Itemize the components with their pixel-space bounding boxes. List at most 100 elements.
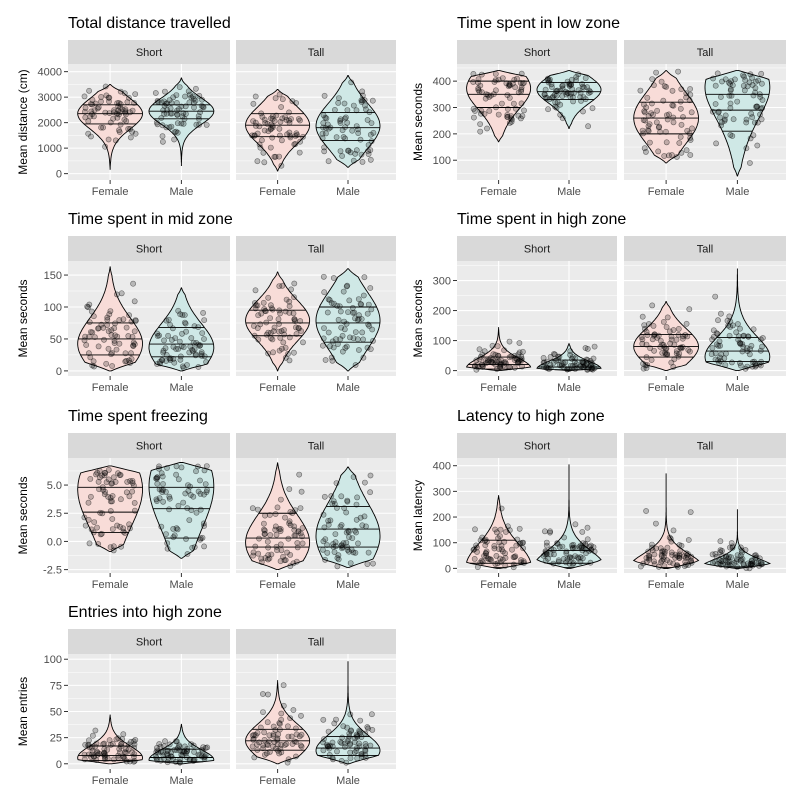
data-point [349,535,356,541]
data-point [514,75,520,82]
data-point [552,99,559,106]
data-point [169,325,176,332]
data-point [108,327,115,334]
data-point [97,509,104,516]
data-point [663,84,669,90]
data-point [345,527,352,534]
data-point [190,758,197,764]
data-point [514,536,521,543]
data-point [335,95,342,101]
data-point [82,108,88,115]
data-point [687,152,694,158]
data-point [332,336,339,343]
data-point [743,145,750,152]
data-point [498,542,505,549]
data-point [132,91,139,97]
data-point [653,119,660,126]
data-point [276,720,283,726]
data-point [249,132,255,139]
data-point [501,538,508,545]
data-point [737,325,743,332]
data-point [298,712,304,719]
data-point [653,545,659,552]
data-point [561,364,567,371]
data-point [710,327,717,334]
data-point [350,474,357,480]
x-tick-label: Female [259,186,296,198]
data-point [340,288,347,295]
data-point [159,138,166,145]
data-point [251,332,258,339]
data-point [556,544,563,550]
data-point [713,341,720,348]
y-axis-label: Mean seconds [16,476,30,554]
data-point [362,741,369,747]
x-tick-label: Female [259,382,296,394]
data-point [355,347,362,353]
data-point [276,125,283,132]
data-point [338,758,345,764]
data-point [687,509,694,515]
data-point [89,111,95,117]
data-point [172,758,179,765]
data-point [200,309,206,316]
data-point [297,318,304,324]
data-point [354,494,360,501]
data-point [198,103,205,109]
data-point [754,103,760,110]
data-point [347,741,353,748]
data-point [358,301,365,308]
data-point [663,324,670,330]
data-point [357,136,364,143]
data-point [647,345,653,352]
data-point [370,129,377,136]
facet-panel-short: Short Female Male [457,236,617,394]
data-point [172,335,179,341]
data-point [174,112,181,118]
data-point [357,514,364,521]
y-tick-label: -2.5 [43,565,62,577]
data-point [180,120,187,127]
data-point [658,78,665,85]
data-point [479,534,486,541]
data-point [588,366,595,372]
data-point [358,316,365,322]
data-point [179,752,186,759]
data-point [367,156,374,163]
data-point [343,529,350,536]
data-point [585,123,591,130]
data-point [256,535,262,542]
data-point [321,148,328,155]
data-point [516,340,523,346]
data-point [126,312,133,319]
data-point [131,741,138,748]
data-point [252,93,259,100]
data-point [354,755,361,762]
data-point [320,739,326,746]
data-point [122,350,129,357]
facet-strip-label: Short [136,637,162,649]
x-tick-label: Female [259,579,296,591]
data-point [367,346,374,352]
data-point [320,120,327,126]
data-point [325,728,332,735]
y-tick-label: 0 [445,563,451,575]
data-point [542,94,549,101]
data-point [353,501,360,508]
data-point [161,98,167,105]
y-tick-label: 50 [50,707,62,719]
data-point [655,148,662,155]
data-point [254,747,261,753]
facet-strip [68,40,230,64]
plot-title: Entries into high zone [68,604,222,621]
data-point [742,77,749,84]
data-point [199,330,206,336]
data-point [259,691,266,697]
data-point [741,87,748,94]
data-point [726,332,733,339]
data-point [649,302,656,309]
data-point [93,740,100,747]
data-point [298,743,305,750]
data-point [282,114,288,120]
data-point [561,534,567,541]
